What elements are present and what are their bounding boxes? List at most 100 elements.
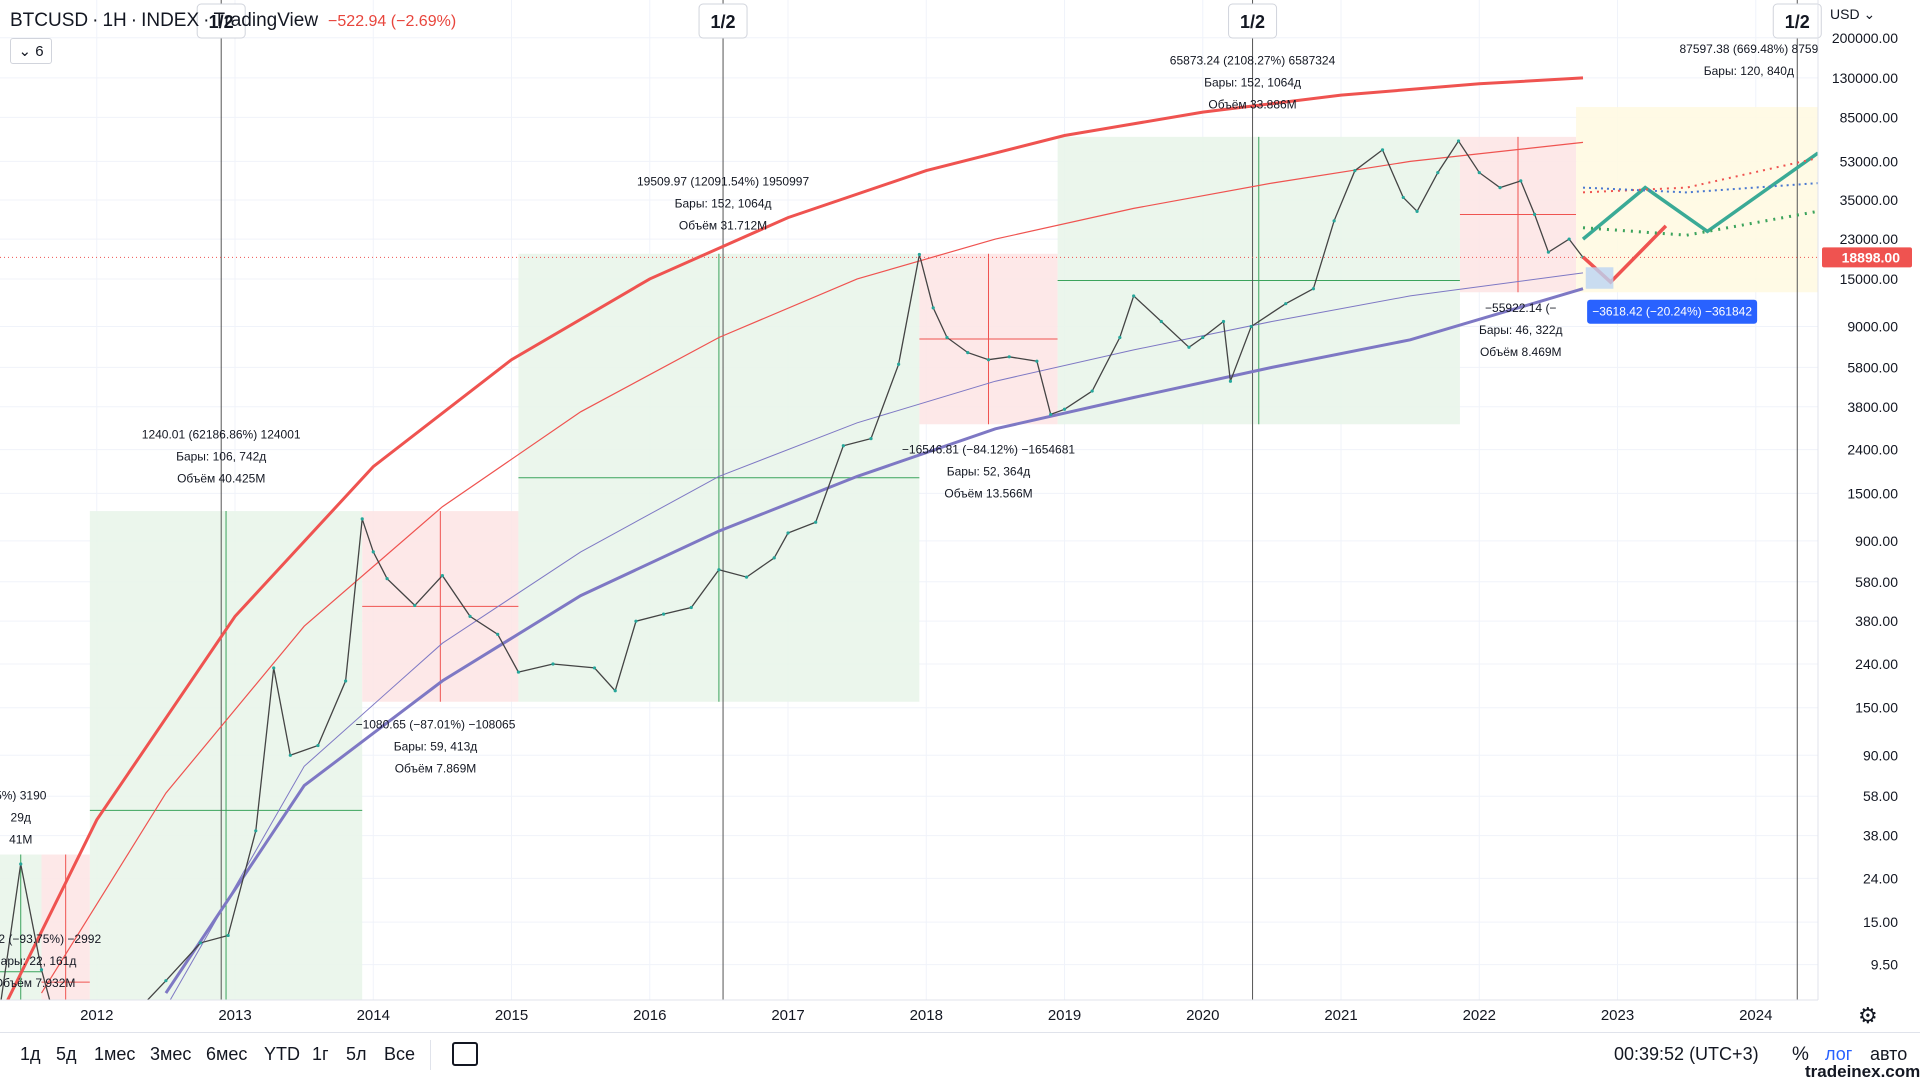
price-point	[592, 666, 597, 670]
price-point	[551, 662, 555, 666]
price-point	[254, 829, 258, 833]
price-point	[1519, 179, 1523, 183]
time-tick-label: 2015	[495, 1007, 528, 1024]
currency-selector[interactable]: USD ⌄	[1830, 6, 1876, 22]
price-point	[1132, 294, 1136, 298]
price-tick-label: 53000.00	[1840, 153, 1899, 169]
time-tick-label: 2012	[80, 1007, 113, 1024]
indicator-count: 6	[35, 42, 44, 60]
time-tick-label: 2024	[1739, 1007, 1772, 1024]
measure-line: 19509.97 (12091.54%) 1950997	[637, 174, 809, 188]
timeframe-button-3[interactable]: 3мес	[150, 1044, 192, 1064]
halving-badge	[196, 3, 246, 39]
symbol[interactable]: BTCUSD	[10, 10, 89, 31]
price-tick-label: 85000.00	[1840, 109, 1899, 125]
price-point	[1118, 335, 1122, 340]
measure-line: Объём 31.712M	[679, 218, 767, 232]
price-point	[1380, 148, 1385, 152]
price-tick-label: 380.00	[1855, 613, 1898, 629]
measure-line: Объём 7.932M	[0, 976, 75, 990]
halving-label: 1/2	[711, 12, 736, 32]
price-point	[841, 444, 845, 448]
current-measure-label: −3618.42 (−20.24%) −361842	[1592, 305, 1752, 319]
gear-icon[interactable]: ⚙	[1858, 1003, 1878, 1028]
current-price-label: 18898.00	[1842, 249, 1901, 265]
price-point	[613, 689, 617, 693]
price-point	[1567, 237, 1571, 241]
price-point	[288, 753, 292, 757]
time-tick-label: 2019	[1048, 1007, 1081, 1024]
price-point	[1035, 359, 1039, 363]
price-point	[0, 1006, 2, 1009]
timeframe-button-1[interactable]: 5д	[56, 1044, 77, 1064]
measure-line: Объём 33.886M	[1208, 98, 1296, 112]
measure-line: Бары: 152, 1064д	[675, 196, 772, 210]
price-tick-label: 38.00	[1863, 828, 1898, 844]
halving-badge	[1228, 3, 1278, 39]
price-tick-label: 35000.00	[1840, 192, 1899, 208]
price-point	[1007, 355, 1011, 359]
price-point	[945, 335, 949, 340]
timeframe[interactable]: 1H	[102, 10, 127, 31]
measure-label: 19509.97 (12091.54%) 1950997 Бары: 152, 1…	[637, 174, 809, 232]
price-point	[19, 862, 23, 866]
timeframe-button-8[interactable]: Все	[384, 1044, 416, 1064]
price-change: −522.94 (−2.69%)	[328, 13, 457, 30]
time-tick-label: 2014	[357, 1007, 390, 1024]
price-tick-label: 900.00	[1855, 533, 1898, 549]
price-point	[772, 556, 776, 560]
halving-label: 1/2	[209, 12, 234, 32]
forecast-zigzag	[1581, 151, 1818, 241]
price-point	[1477, 170, 1481, 175]
price-tick-label: 200000.00	[1832, 30, 1898, 46]
current-measure-box	[1585, 267, 1614, 289]
replay-icon[interactable]	[452, 1042, 478, 1066]
price-point	[1401, 195, 1405, 200]
price-point	[869, 437, 873, 441]
chevron-down-icon: ⌄	[18, 43, 32, 60]
bottom-toolbar	[0, 1032, 1920, 1081]
measure-line: −29.92 (−93.75%) −2992	[0, 932, 101, 946]
top-red-curve	[6, 76, 1584, 1000]
price-point	[1436, 170, 1440, 175]
price-point	[1532, 212, 1537, 216]
price-point	[917, 252, 921, 257]
measure-line: Объём 13.566M	[944, 487, 1032, 501]
forecast-dotted-blue	[1582, 182, 1818, 194]
indicators-toggle[interactable]: ⌄ 6	[10, 38, 52, 64]
clock[interactable]: 00:39:52 (UTC+3)	[1614, 1044, 1759, 1064]
measure-line: Бары: 46, 322д	[1479, 323, 1563, 337]
halving-badge	[698, 3, 748, 39]
timeframe-button-5[interactable]: YTD	[264, 1044, 300, 1064]
timeframe-button-0[interactable]: 1д	[20, 1044, 41, 1064]
price-point	[226, 933, 230, 938]
timeframe-button-4[interactable]: 6мес	[206, 1044, 248, 1064]
price-chart[interactable]: −29.92 (−93.75%) −2992 Бары: 22, 161д Объё…	[0, 0, 1920, 1032]
price-point	[634, 619, 638, 623]
mid-red-curve	[40, 141, 1584, 994]
price-point	[1090, 389, 1094, 393]
price-point	[1332, 219, 1336, 223]
price-point	[986, 358, 991, 362]
price-point	[272, 666, 276, 670]
price-point	[316, 743, 320, 748]
auto-scale-button[interactable]: авто	[1870, 1044, 1908, 1064]
log-scale-button[interactable]: лог	[1825, 1044, 1853, 1064]
timeframe-button-7[interactable]: 5л	[346, 1044, 367, 1064]
chart-header: BTCUSD · 1H · INDEX · TradingView −522.94 (−2.6…	[10, 10, 457, 31]
measure-line: Объём 40.425M	[177, 472, 265, 486]
timeframe-button-6[interactable]: 1г	[312, 1044, 329, 1064]
price-point	[1456, 139, 1461, 143]
percent-scale-button[interactable]: %	[1792, 1044, 1809, 1065]
price-point	[371, 550, 375, 554]
timeframe-button-2[interactable]: 1мес	[94, 1044, 136, 1064]
price-point	[1201, 335, 1205, 340]
price-tick-label: 15.00	[1863, 914, 1898, 930]
measure-line: −16546.81 (−84.12%) −1654681	[902, 443, 1075, 457]
measure-line: 5%) 3190	[0, 788, 47, 802]
measure-line: −1080.65 (−87.01%) −108065	[356, 718, 516, 732]
price-point	[39, 968, 44, 972]
time-tick-label: 2023	[1601, 1007, 1634, 1024]
price-tick-label: 580.00	[1855, 574, 1898, 590]
time-tick-label: 2016	[633, 1007, 666, 1024]
